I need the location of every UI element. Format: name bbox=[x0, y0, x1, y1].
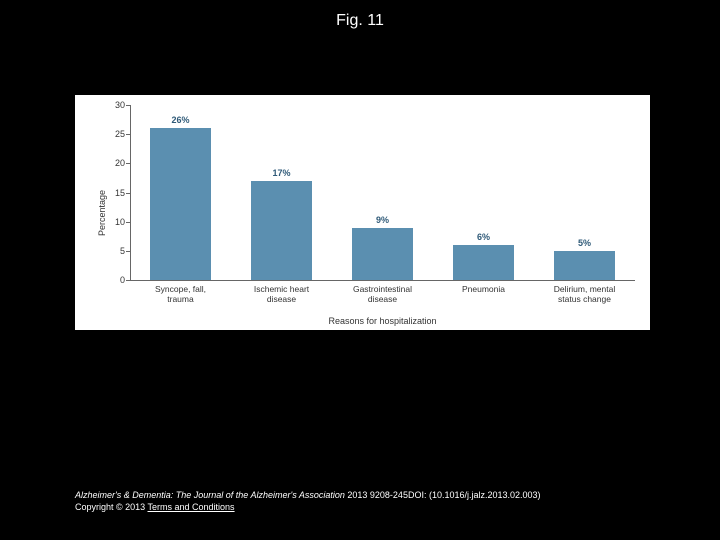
y-tick-label: 30 bbox=[115, 100, 125, 110]
journal-name: Alzheimer's & Dementia: The Journal of t… bbox=[75, 490, 345, 500]
chart-container: Percentage 051015202530 26%17%9%6%5% Syn… bbox=[75, 95, 650, 330]
x-axis-label: Reasons for hospitalization bbox=[130, 316, 635, 326]
bar-chart: Percentage 051015202530 26%17%9%6%5% Syn… bbox=[75, 95, 650, 330]
bar-value-label: 5% bbox=[578, 238, 591, 248]
y-tick-label: 20 bbox=[115, 158, 125, 168]
bar bbox=[352, 228, 413, 281]
terms-link[interactable]: Terms and Conditions bbox=[148, 502, 235, 512]
x-tick-label: Ischemic heartdisease bbox=[232, 285, 331, 305]
copyright-text: Copyright © 2013 bbox=[75, 502, 148, 512]
citation-text: 2013 9208-245DOI: (10.1016/j.jalz.2013.0… bbox=[345, 490, 541, 500]
footer: Alzheimer's & Dementia: The Journal of t… bbox=[75, 489, 541, 514]
x-axis: Syncope, fall,traumaIschemic heartdiseas… bbox=[130, 281, 635, 321]
plot-area: 26% 17% 9% 6% 5% bbox=[130, 105, 635, 280]
copyright-line: Copyright © 2013 Terms and Conditions bbox=[75, 501, 541, 514]
y-tick-label: 0 bbox=[120, 275, 125, 285]
bar-value-label: 6% bbox=[477, 232, 490, 242]
x-tick-label: Pneumonia bbox=[434, 285, 533, 295]
y-tick-label: 5 bbox=[120, 246, 125, 256]
bar-value-label: 9% bbox=[376, 215, 389, 225]
x-tick-label: Delirium, mentalstatus change bbox=[535, 285, 634, 305]
figure-title: Fig. 11 bbox=[0, 12, 720, 30]
x-tick-label: Gastrointestinaldisease bbox=[333, 285, 432, 305]
x-tick-label: Syncope, fall,trauma bbox=[131, 285, 230, 305]
bar bbox=[251, 181, 312, 280]
bar-value-label: 17% bbox=[272, 168, 290, 178]
y-tick-label: 25 bbox=[115, 129, 125, 139]
bar bbox=[554, 251, 615, 280]
y-axis: 051015202530 bbox=[75, 105, 130, 280]
bar bbox=[150, 128, 211, 280]
y-tick-label: 10 bbox=[115, 217, 125, 227]
bar-value-label: 26% bbox=[171, 115, 189, 125]
citation-line: Alzheimer's & Dementia: The Journal of t… bbox=[75, 489, 541, 502]
y-tick-label: 15 bbox=[115, 188, 125, 198]
bar bbox=[453, 245, 514, 280]
